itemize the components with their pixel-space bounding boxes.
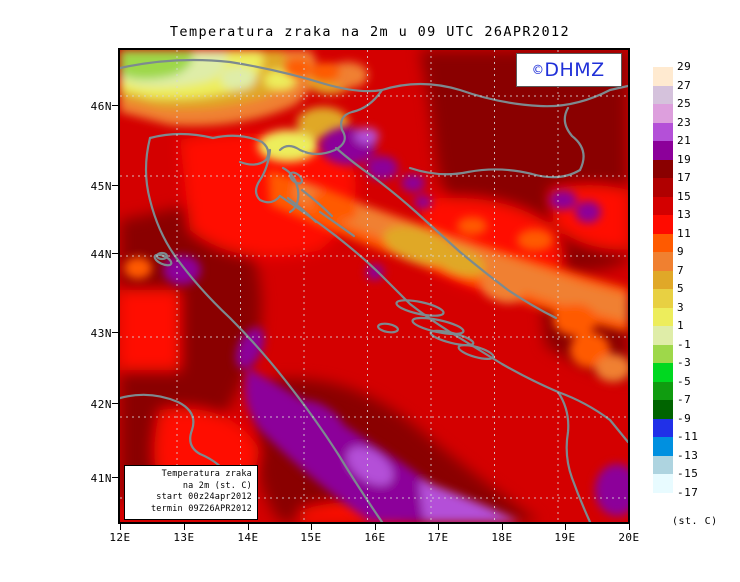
- y-tick-label: 42N: [90, 398, 112, 411]
- page-title: Temperatura zraka na 2m u 09 UTC 26APR20…: [169, 24, 571, 40]
- colorbar-swatch: [653, 307, 673, 327]
- colorbar-swatch: [653, 270, 673, 290]
- colorbar-tick-label: 13: [677, 208, 692, 222]
- colorbar-swatch: [653, 215, 673, 234]
- colorbar-swatch: [653, 159, 673, 179]
- colorbar: [653, 67, 673, 493]
- x-tick-label: 12E: [109, 531, 131, 544]
- colorbar-swatch: [653, 233, 673, 253]
- colorbar-swatch: [653, 289, 673, 308]
- info-line-variable: Temperatura zraka: [161, 469, 252, 479]
- info-line-start: start 00z24apr2012: [156, 492, 252, 502]
- colorbar-tick-label: -17: [677, 486, 699, 499]
- x-tick-label: 20E: [618, 531, 640, 544]
- colorbar-swatch: [653, 474, 673, 493]
- colorbar-swatch: [653, 85, 673, 105]
- colorbar-swatch: [653, 122, 673, 142]
- colorbar-swatch: [653, 437, 673, 456]
- dhmz-logo: © DHMZ: [516, 53, 622, 87]
- colorbar-tick-label: -9: [677, 411, 692, 425]
- y-tick-label: 44N: [90, 248, 112, 261]
- colorbar-tick-label: -11: [677, 430, 699, 444]
- colorbar-swatch: [653, 400, 673, 419]
- x-tick-label: 17E: [427, 531, 449, 544]
- x-tick-label: 14E: [237, 531, 259, 544]
- y-tick-label: 45N: [90, 180, 112, 193]
- colorbar-tick-label: 29: [677, 60, 692, 73]
- colorbar-unit-label: (st. C): [672, 516, 718, 527]
- x-tick-label: 16E: [364, 531, 386, 544]
- colorbar-tick-label: -15: [677, 467, 699, 481]
- colorbar-swatch: [653, 455, 673, 475]
- colorbar-swatch: [653, 363, 673, 382]
- y-tick-label: 46N: [90, 100, 112, 113]
- colorbar-tick-label: -3: [677, 356, 692, 370]
- colorbar-swatch: [653, 252, 673, 271]
- colorbar-tick-label: 23: [677, 115, 692, 129]
- colorbar-tick-label: -1: [677, 337, 692, 351]
- colorbar-tick-label: 17: [677, 171, 692, 185]
- colorbar-tick-label: 21: [677, 134, 692, 148]
- colorbar-swatch: [653, 381, 673, 401]
- colorbar-tick-label: 25: [677, 97, 692, 111]
- colorbar-swatch: [653, 344, 673, 364]
- dhmz-logo-text: DHMZ: [544, 59, 605, 81]
- colorbar-tick-label: 5: [677, 282, 685, 296]
- colorbar-swatch: [653, 67, 673, 86]
- colorbar-tick-label: 11: [677, 226, 692, 240]
- colorbar-tick-label: -7: [677, 393, 692, 407]
- x-tick-label: 19E: [554, 531, 576, 544]
- y-tick-label: 41N: [90, 472, 112, 485]
- copyright-icon: ©: [533, 60, 543, 79]
- temperature-heatmap: [120, 50, 628, 522]
- info-line-termin: termin 09Z26APR2012: [150, 503, 252, 514]
- colorbar-tick-label: 15: [677, 189, 692, 203]
- colorbar-swatch: [653, 196, 673, 216]
- x-tick-label: 15E: [300, 531, 322, 544]
- colorbar-tick-label: 1: [677, 319, 685, 333]
- colorbar-tick-label: 27: [677, 78, 692, 92]
- colorbar-tick-label: 9: [677, 245, 685, 259]
- map-plot-area: [118, 48, 630, 524]
- y-tick-label: 43N: [90, 327, 112, 340]
- colorbar-swatch: [653, 141, 673, 160]
- colorbar-tick-label: 7: [677, 263, 685, 277]
- colorbar-tick-label: -5: [677, 374, 692, 388]
- x-tick-label: 13E: [173, 531, 195, 544]
- x-tick-label: 18E: [491, 531, 513, 544]
- colorbar-tick-label: -13: [677, 448, 699, 462]
- colorbar-tick-label: 19: [677, 152, 692, 166]
- colorbar-swatch: [653, 104, 673, 123]
- info-line-level: na 2m (st. C): [182, 480, 252, 491]
- colorbar-swatch: [653, 418, 673, 438]
- colorbar-tick-label: 3: [677, 300, 685, 314]
- colorbar-swatch: [653, 326, 673, 345]
- map-info-box: Temperatura zraka na 2m (st. C) start 00…: [124, 465, 258, 520]
- colorbar-swatch: [653, 178, 673, 197]
